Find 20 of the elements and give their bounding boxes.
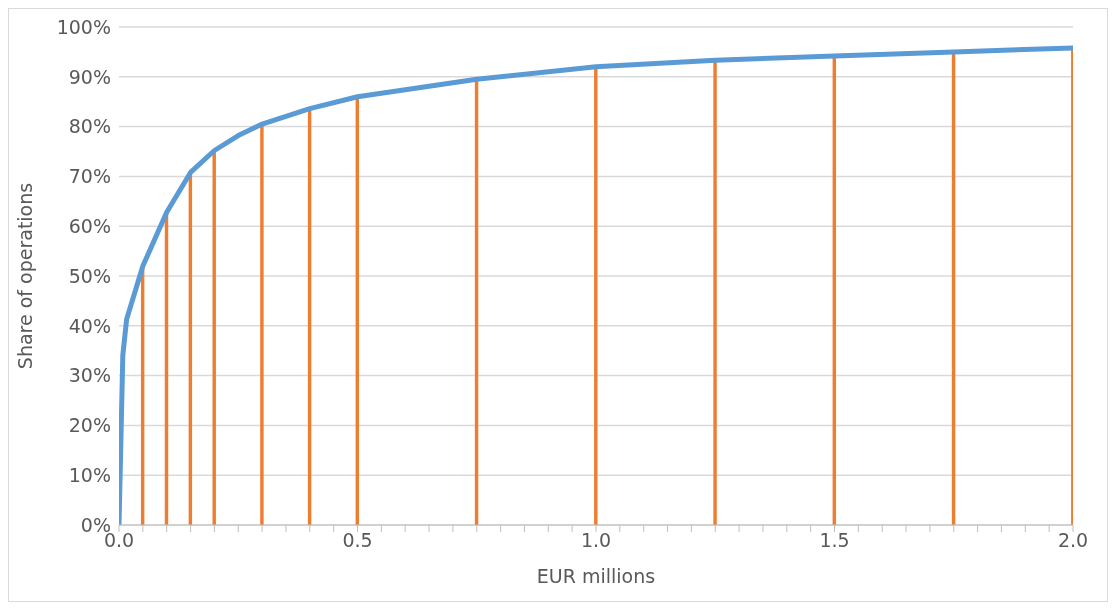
y-tick-label: 50% xyxy=(68,264,111,287)
bar xyxy=(713,60,717,525)
y-tick-label: 80% xyxy=(68,115,111,138)
y-tick-label: 10% xyxy=(68,463,111,486)
bar xyxy=(260,124,264,525)
y-tick-label: 70% xyxy=(68,165,111,188)
y-tick-label: 100% xyxy=(56,15,111,38)
y-tick-label: 20% xyxy=(68,414,111,437)
y-tick-label: 40% xyxy=(68,314,111,337)
y-tick-label: 90% xyxy=(68,65,111,88)
x-tick-label: 2.0 xyxy=(1057,529,1089,552)
x-axis-title: EUR millions xyxy=(536,565,656,587)
bar xyxy=(594,66,598,525)
y-tick-label: 60% xyxy=(68,214,111,237)
y-tick-label: 30% xyxy=(68,364,111,387)
x-tick-label: 1.0 xyxy=(580,529,612,552)
bar xyxy=(212,150,216,525)
x-tick-label: 1.5 xyxy=(819,529,850,552)
x-tick-label: 0.5 xyxy=(342,529,373,552)
y-axis-title: Share of operations xyxy=(13,182,36,370)
